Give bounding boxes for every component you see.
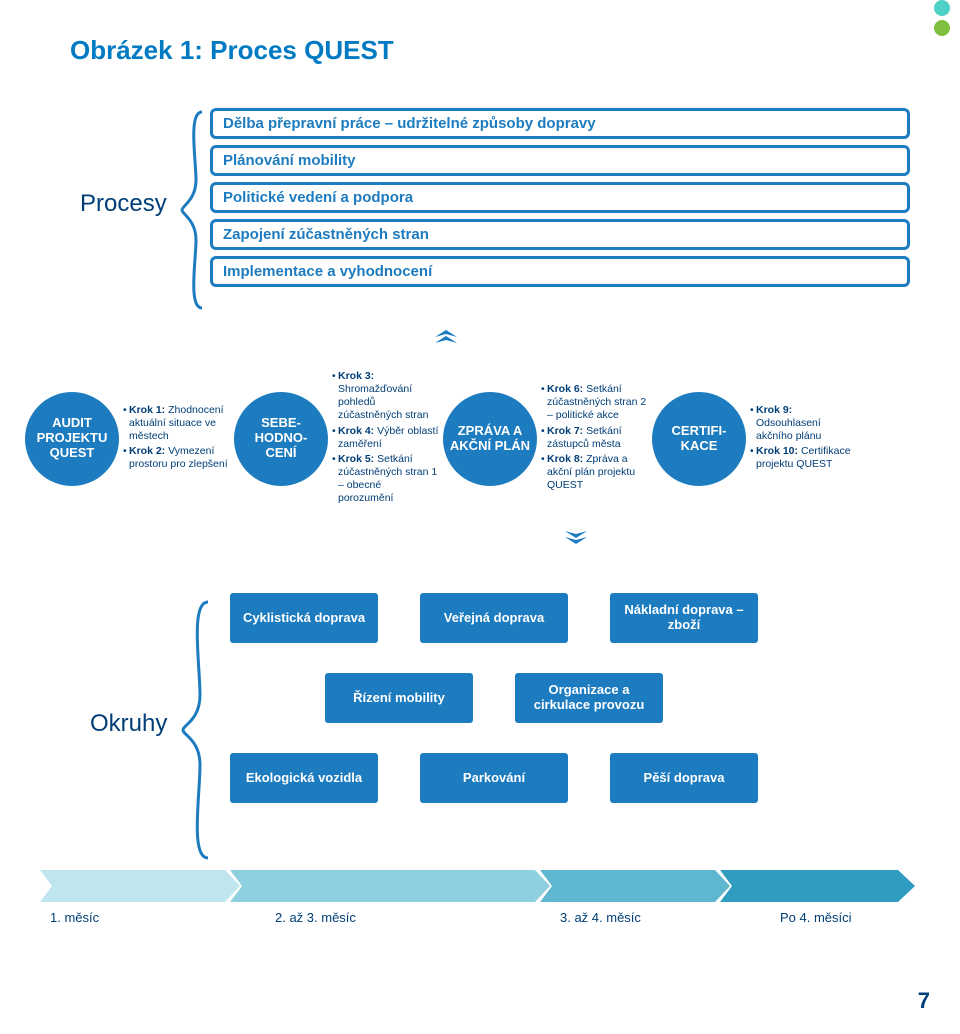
month-label: 1. měsíc (50, 910, 99, 925)
steps-1: •Krok 1: Zhod­nocení aktuální situace ve… (119, 404, 234, 474)
chevron-up-icon (435, 330, 457, 344)
chevron-down-icon (565, 530, 587, 544)
okr-box: Pěší doprava (610, 753, 758, 803)
okr-row: Ekologická vozidla Parkování Pěší doprav… (230, 753, 758, 803)
page: Obrázek 1: Proces QUEST Procesy Dělba př… (0, 0, 960, 1034)
month-label: 3. až 4. měsíc (560, 910, 641, 925)
process-box: Implementace a vyhodnocení (210, 256, 910, 287)
round-audit: AUDIT PROJEKTU QUEST (25, 392, 119, 486)
okr-box: Ekologická vozidla (230, 753, 378, 803)
round-cert: CERTIFI- KACE (652, 392, 746, 486)
arrow-seg (720, 870, 915, 902)
okr-row: Cyklistická doprava Veřejná doprava Nákl… (230, 593, 758, 643)
process-box: Plánování mobility (210, 145, 910, 176)
dot-green (934, 20, 950, 36)
page-number: 7 (918, 988, 930, 1014)
okr-box: Řízení mobility (325, 673, 473, 723)
process-box: Dělba přepravní práce – udržitelné způso… (210, 108, 910, 139)
process-box: Zapojení zúčastněných stran (210, 219, 910, 250)
okruhy-label: Okruhy (90, 710, 167, 738)
round-zprava: ZPRÁVA A AKČNÍ PLÁN (443, 392, 537, 486)
month-label: Po 4. měsíci (780, 910, 852, 925)
okr-box: Organizace a cirkulace provozu (515, 673, 663, 723)
process-box: Politické vedení a podpora (210, 182, 910, 213)
month-label: 2. až 3. měsíc (275, 910, 356, 925)
okr-box: Nákladní dop­rava – zboží (610, 593, 758, 643)
okruhy-grid: Cyklistická doprava Veřejná doprava Nákl… (230, 593, 758, 833)
okr-box: Parkování (420, 753, 568, 803)
timeline-arrow (40, 870, 910, 902)
round-sebe: SEBE- HODNO- CENÍ (234, 392, 328, 486)
brace-okruhy (178, 600, 212, 860)
corner-dots (934, 0, 950, 40)
okr-box: Veřejná doprava (420, 593, 568, 643)
okr-row: Řízení mobility Organizace a cirkulace p… (325, 673, 758, 723)
dot-teal (934, 0, 950, 16)
arrow-seg (230, 870, 550, 902)
arrow-seg (540, 870, 730, 902)
steps-2: •Krok 3: Shromažďování pohledů zúčastněn… (328, 370, 443, 507)
steps-3: •Krok 6: Setkání zúčastně­ných stran 2 –… (537, 383, 652, 494)
procesy-label: Procesy (80, 190, 167, 218)
okr-box: Cyklistická doprava (230, 593, 378, 643)
process-boxes: Dělba přepravní práce – udržitelné způso… (210, 108, 910, 293)
arrow-seg (40, 870, 240, 902)
page-title: Obrázek 1: Proces QUEST (70, 35, 394, 66)
flow-row: AUDIT PROJEKTU QUEST •Krok 1: Zhod­nocen… (25, 370, 861, 507)
steps-4: •Krok 9: Odsouhlasení akčního plánu •Kro… (746, 404, 861, 474)
brace-procesy (178, 110, 206, 310)
